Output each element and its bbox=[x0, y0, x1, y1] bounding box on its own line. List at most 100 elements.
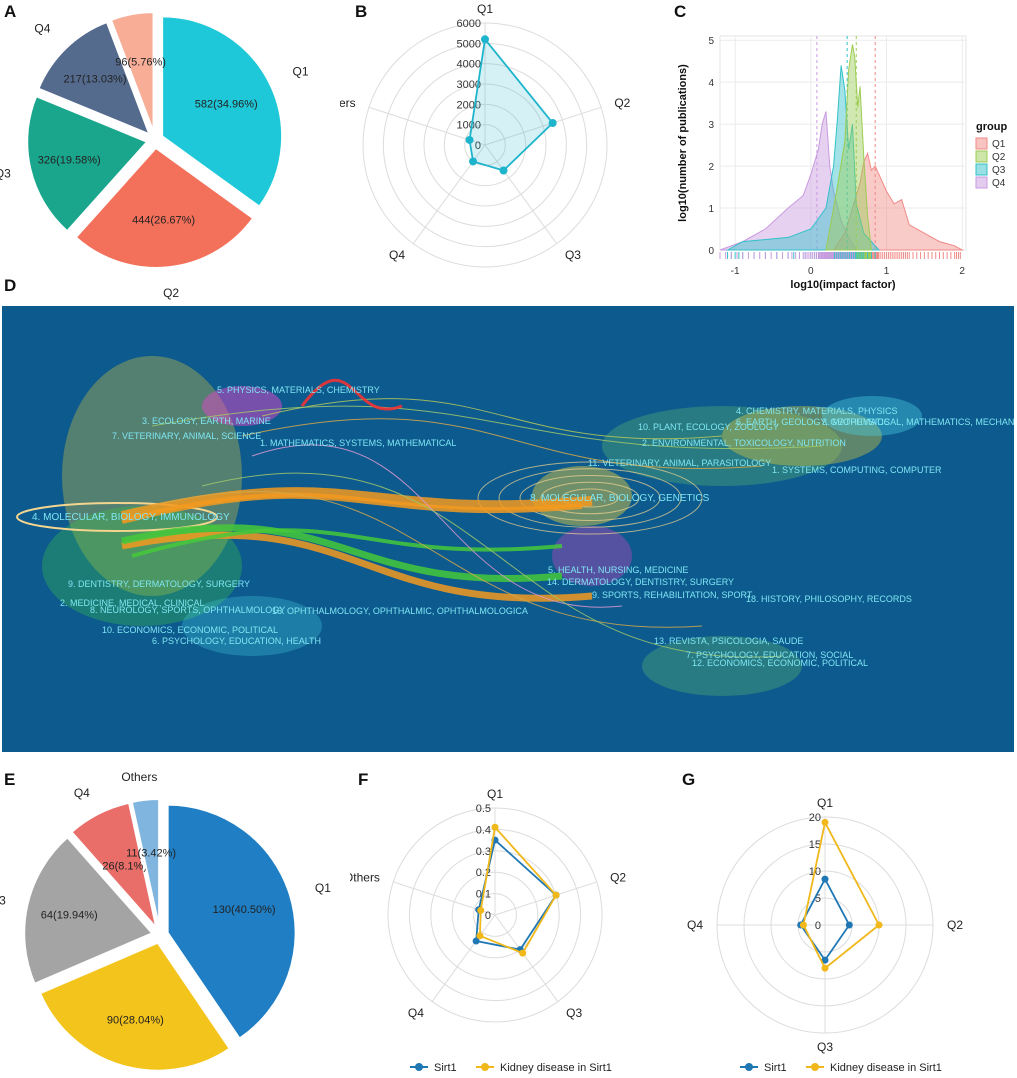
y-tick-label: 1 bbox=[708, 204, 714, 215]
pie-value-label-q1: 130(40.50%) bbox=[213, 904, 276, 916]
legend-title: group bbox=[976, 121, 1007, 133]
map-label-left-10: 16. OPHTHALMOLOGY, OPHTHALMIC, OPHTHALMO… bbox=[272, 606, 528, 616]
citation-ring-3 bbox=[498, 468, 682, 528]
cluster-cloud-4 bbox=[602, 406, 842, 486]
radar-point-0-q4 bbox=[472, 937, 480, 945]
map-label-left-1: 3. ECOLOGY, EARTH, MARINE bbox=[142, 416, 271, 426]
legend-marker-sirt1 bbox=[415, 1063, 423, 1071]
radar-point-1-q3 bbox=[519, 949, 527, 957]
map-label-left-9: 6. PSYCHOLOGY, EDUCATION, HEALTH bbox=[152, 636, 321, 646]
radar-series-line-0 bbox=[475, 838, 558, 951]
pie-slice-q2 bbox=[38, 941, 232, 1072]
legend-label-sirt1: Sirt1 bbox=[764, 1062, 787, 1074]
pie-slice-q1 bbox=[161, 15, 284, 209]
radar-spoke bbox=[484, 144, 558, 244]
pie-slice-q2 bbox=[74, 146, 255, 269]
citation-ring-0 bbox=[561, 488, 619, 508]
map-label-right-0: 4. CHEMISTRY, MATERIALS, PHYSICS bbox=[736, 406, 898, 416]
radar-chart-b: Q1Q2Q3Q4Others0100020003000400050006000 bbox=[340, 2, 631, 268]
citation-ring-2 bbox=[519, 475, 661, 521]
pie-value-label-others: 96(5.76%) bbox=[115, 56, 166, 68]
legend-key-q2 bbox=[975, 150, 988, 163]
pie-slice-others bbox=[130, 798, 161, 928]
map-label-left-6: 2. MEDICINE, MEDICAL, CLINICAL bbox=[60, 598, 205, 608]
radar-tick-label: 15 bbox=[809, 839, 821, 851]
y-tick-label: 4 bbox=[708, 78, 714, 89]
density-area-q3 bbox=[725, 65, 881, 251]
map-label-right-4: 2. ENVIRONMENTAL, TOXICOLOGY, NUTRITION bbox=[642, 438, 846, 448]
map-label-right-1: 6. EARTH, GEOLOGY, GEOPHYSICS bbox=[736, 417, 890, 427]
citation-arc-1 bbox=[121, 492, 583, 524]
map-label-right-7: 8. MOLECULAR, BIOLOGY, GENETICS bbox=[530, 493, 710, 504]
map-label-left-4: 4. MOLECULAR, BIOLOGY, IMMUNOLOGY bbox=[32, 512, 230, 523]
citation-arc-2 bbox=[121, 531, 593, 602]
legend-marker-sirt1 bbox=[745, 1063, 753, 1071]
map-label-left-8: 10. ECONOMICS, ECONOMIC, POLITICAL bbox=[102, 625, 278, 635]
radar-tick-label: 1000 bbox=[457, 120, 481, 132]
radar-series-line-1 bbox=[478, 825, 558, 955]
radar-axis-label-q4: Q4 bbox=[389, 248, 405, 262]
radar-axis-label-others: Others bbox=[340, 96, 356, 110]
y-axis-title: log10(number of publications) bbox=[677, 64, 689, 222]
map-label-right-11: 18. HISTORY, PHILOSOPHY, RECORDS bbox=[746, 594, 912, 604]
x-tick-label: 0 bbox=[808, 266, 814, 277]
map-label-right-2: 10. PLANT, ECOLOGY, ZOOLOGY bbox=[638, 422, 779, 432]
radar-spoke bbox=[494, 881, 597, 916]
legend-label-q2: Q2 bbox=[992, 152, 1006, 163]
citation-arc-4 bbox=[131, 528, 563, 558]
cluster-cloud-7 bbox=[822, 396, 922, 436]
radar-point-1-q4 bbox=[476, 932, 484, 940]
legend-key-q3 bbox=[975, 163, 988, 176]
panel-label-c: C bbox=[674, 2, 687, 21]
citation-arc-9 bbox=[300, 378, 403, 411]
radar-tick-label: 4000 bbox=[457, 59, 481, 71]
y-tick-label: 3 bbox=[708, 120, 714, 131]
pie-category-label-q4: Q4 bbox=[74, 786, 90, 800]
radar-tick-label: 0.3 bbox=[476, 846, 491, 858]
radar-chart-f: Q1Q2Q3Q4Others00.10.20.30.40.5Sirt1Kidne… bbox=[350, 787, 626, 1074]
radar-point-0-q1 bbox=[821, 875, 829, 883]
map-label-right-3: 3. MATHEMATICAL, MATHEMATICS, MECHANICS bbox=[822, 417, 1014, 427]
citation-arc-0 bbox=[120, 487, 593, 521]
pie-value-label-q4: 217(13.03%) bbox=[64, 73, 127, 85]
map-label-right-13: 7. PSYCHOLOGY, EDUCATION, SOCIAL bbox=[686, 650, 853, 660]
pie-value-label-q4: 26(8.1%) bbox=[102, 860, 147, 872]
y-tick-label: 5 bbox=[708, 36, 714, 47]
pie-slice-q4 bbox=[70, 801, 159, 932]
pie-slice-others bbox=[109, 11, 155, 133]
radar-spoke bbox=[431, 914, 496, 1002]
radar-point-1-q3 bbox=[821, 964, 829, 972]
radar-axis-label-q3: Q3 bbox=[817, 1040, 833, 1054]
pie-slice-q3 bbox=[26, 94, 149, 233]
pie-category-label-q3: Q3 bbox=[0, 893, 6, 907]
citation-arc-5 bbox=[261, 398, 723, 440]
pie-category-label-q3: Q3 bbox=[0, 167, 11, 181]
density-area-q4 bbox=[719, 111, 858, 251]
pie-value-label-q1: 582(34.96%) bbox=[195, 99, 258, 111]
radar-tick-label: 0 bbox=[485, 910, 491, 922]
legend-label-sirt1: Sirt1 bbox=[434, 1062, 457, 1074]
radar-point-1-q2 bbox=[552, 891, 560, 899]
radar-axis-label-q1: Q1 bbox=[477, 2, 493, 16]
y-tick-label: 0 bbox=[708, 246, 714, 257]
citation-arc-7 bbox=[151, 405, 823, 450]
density-area-q1 bbox=[832, 151, 965, 251]
cluster-cloud-8 bbox=[552, 526, 632, 586]
radar-point-1-q1 bbox=[491, 823, 499, 831]
radar-tick-label: 0.5 bbox=[476, 803, 491, 815]
pie-value-label-others: 11(3.42%) bbox=[126, 847, 176, 859]
pie-slice-q1 bbox=[166, 803, 297, 1040]
pie-category-label-q2: Q2 bbox=[163, 286, 179, 300]
map-label-left-3: 1. MATHEMATICS, SYSTEMS, MATHEMATICAL bbox=[260, 438, 456, 448]
pie-value-label-q2: 444(26.67%) bbox=[132, 215, 195, 227]
map-label-right-9: 14. DERMATOLOGY, DENTISTRY, SURGERY bbox=[547, 577, 734, 587]
radar-tick-label: 5 bbox=[815, 893, 821, 905]
radar-axis-label-q1: Q1 bbox=[487, 787, 503, 801]
radar-point-0-q4 bbox=[469, 157, 478, 166]
radar-axis-label-q2: Q2 bbox=[610, 871, 626, 885]
pie-chart-a: 582(34.96%) Q1 444(26.67%) Q2 326(19.58%) Q3 2… bbox=[0, 11, 309, 300]
plot-area bbox=[719, 35, 967, 251]
legend-marker-kidney bbox=[481, 1063, 489, 1071]
radar-point-1-others bbox=[477, 906, 485, 914]
panel-label-g: G bbox=[682, 770, 696, 789]
